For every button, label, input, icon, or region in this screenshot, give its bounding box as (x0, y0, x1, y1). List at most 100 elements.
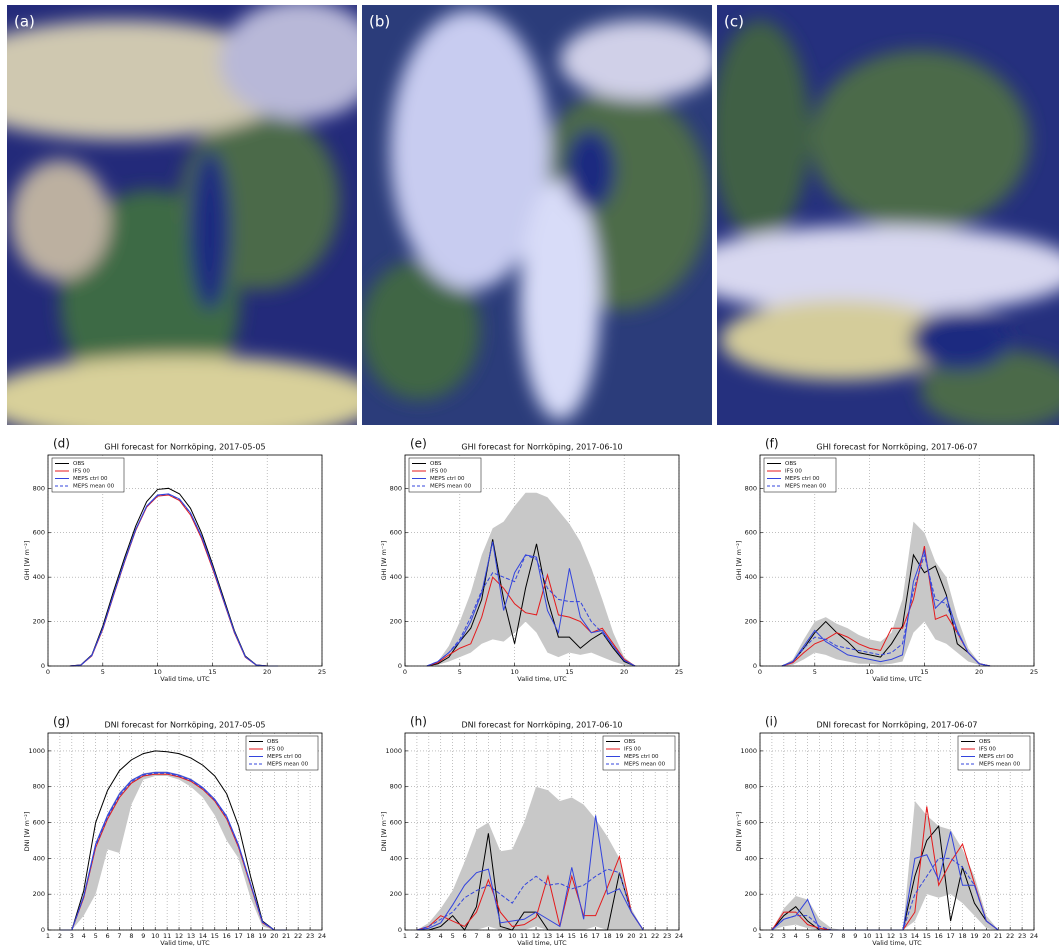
y-axis-label: GHI [W m⁻²] (23, 541, 31, 581)
legend-label: IFS 00 (430, 469, 447, 475)
x-tick-label: 20 (620, 668, 628, 676)
x-axis-label: Valid time, UTC (872, 939, 922, 947)
y-axis-label: GHI [W m⁻²] (380, 541, 388, 581)
y-tick-label: 400 (390, 854, 402, 862)
x-tick-label: 25 (1030, 668, 1038, 676)
x-tick-label: 16 (223, 932, 231, 940)
legend-label: MEPS ctrl 00 (430, 476, 465, 482)
x-tick-label: 2 (770, 932, 774, 940)
x-tick-label: 0 (758, 668, 762, 676)
legend-label: OBS (624, 739, 636, 745)
spread-area (771, 801, 999, 930)
x-tick-label: 22 (651, 932, 659, 940)
y-tick-label: 800 (390, 783, 402, 791)
y-tick-label: 0 (41, 926, 45, 934)
y-tick-label: 400 (745, 573, 757, 581)
legend-label: MEPS mean 00 (73, 484, 115, 490)
x-tick-label: 13 (187, 932, 195, 940)
x-tick-label: 6 (462, 932, 466, 940)
x-tick-label: 7 (117, 932, 121, 940)
x-tick-label: 15 (211, 932, 219, 940)
x-tick-label: 5 (813, 668, 817, 676)
x-tick-label: 10 (865, 668, 873, 676)
chart-title: DNI forecast for Norrköping, 2017-06-07 (816, 721, 977, 730)
y-tick-label: 600 (33, 819, 45, 827)
y-tick-label: 0 (398, 926, 402, 934)
x-tick-label: 7 (474, 932, 478, 940)
x-tick-label: 13 (899, 932, 907, 940)
x-tick-label: 5 (94, 932, 98, 940)
panel-label: (i) (765, 715, 778, 729)
y-axis-label: DNI [W m⁻²] (380, 812, 388, 852)
y-tick-label: 200 (390, 890, 402, 898)
series-line (69, 493, 279, 667)
y-tick-label: 600 (745, 819, 757, 827)
y-tick-label: 800 (745, 783, 757, 791)
x-tick-label: 24 (318, 932, 326, 940)
x-tick-label: 9 (141, 932, 145, 940)
x-tick-label: 12 (887, 932, 895, 940)
x-tick-label: 19 (615, 932, 623, 940)
x-axis-label: Valid time, UTC (517, 939, 567, 947)
x-tick-label: 23 (1018, 932, 1026, 940)
x-tick-label: 12 (532, 932, 540, 940)
y-axis-label: DNI [W m⁻²] (735, 812, 743, 852)
series-line (59, 750, 287, 931)
y-tick-label: 200 (745, 890, 757, 898)
legend-label: MEPS ctrl 00 (785, 476, 820, 482)
panel-label: (c) (724, 13, 744, 31)
series-line (781, 553, 991, 667)
x-tick-label: 16 (580, 932, 588, 940)
legend-label: IFS 00 (979, 747, 996, 753)
legend-label: OBS (73, 461, 85, 467)
x-tick-label: 17 (591, 932, 599, 940)
y-tick-label: 800 (390, 484, 402, 492)
y-tick-label: 800 (745, 484, 757, 492)
y-tick-label: 1000 (385, 747, 402, 755)
plot-frame (47, 732, 323, 931)
legend-label: OBS (430, 461, 442, 467)
x-tick-label: 4 (439, 932, 443, 940)
legend-label: MEPS mean 00 (785, 484, 827, 490)
x-tick-label: 9 (853, 932, 857, 940)
legend-label: OBS (267, 739, 279, 745)
x-tick-label: 14 (199, 932, 207, 940)
plot-frame (47, 454, 323, 667)
x-tick-label: 14 (911, 932, 919, 940)
x-tick-label: 21 (282, 932, 290, 940)
x-tick-label: 11 (875, 932, 883, 940)
x-tick-label: 1 (403, 932, 407, 940)
x-tick-label: 25 (675, 668, 683, 676)
legend-label: MEPS ctrl 00 (267, 754, 302, 760)
panel-label: (d) (53, 437, 70, 451)
x-tick-label: 10 (510, 668, 518, 676)
x-tick-label: 2 (58, 932, 62, 940)
y-tick-label: 0 (398, 662, 402, 670)
x-tick-label: 21 (639, 932, 647, 940)
x-tick-label: 6 (105, 932, 109, 940)
x-tick-label: 20 (982, 932, 990, 940)
x-tick-label: 8 (841, 932, 845, 940)
y-tick-label: 800 (33, 783, 45, 791)
series-line (426, 539, 636, 667)
satellite-image (7, 5, 357, 425)
x-tick-label: 19 (258, 932, 266, 940)
x-tick-label: 16 (935, 932, 943, 940)
x-tick-label: 10 (153, 668, 161, 676)
x-tick-label: 25 (318, 668, 326, 676)
satellite-image (717, 5, 1059, 425)
x-tick-label: 11 (520, 932, 528, 940)
panel-label: (h) (410, 715, 427, 729)
x-tick-label: 15 (568, 932, 576, 940)
y-tick-label: 400 (33, 573, 45, 581)
y-tick-label: 1000 (740, 747, 757, 755)
legend-label: IFS 00 (785, 469, 802, 475)
x-tick-label: 15 (208, 668, 216, 676)
x-tick-label: 10 (151, 932, 159, 940)
x-tick-label: 4 (82, 932, 86, 940)
legend-label: MEPS ctrl 00 (979, 754, 1014, 760)
plot-frame (404, 732, 680, 931)
y-tick-label: 0 (41, 662, 45, 670)
x-axis-label: Valid time, UTC (160, 675, 210, 683)
series-line (416, 854, 644, 931)
